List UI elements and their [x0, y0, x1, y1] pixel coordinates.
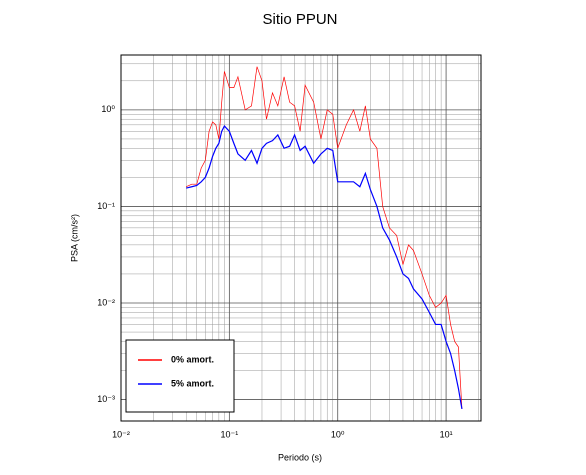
x-tick-label: 10⁻²: [112, 429, 130, 439]
y-tick-label: 10⁰: [101, 104, 115, 114]
x-tick-label: 10¹: [440, 429, 453, 439]
x-tick-label: 10⁻¹: [220, 429, 238, 439]
plot-frame: [120, 54, 482, 422]
x-tick-label: 10⁰: [331, 429, 345, 439]
x-axis-label: Periodo (s): [278, 452, 322, 462]
data-line: [186, 125, 463, 410]
y-tick-label: 10⁻¹: [97, 201, 115, 211]
legend-label: 0% amort.: [171, 354, 214, 364]
y-tick-label: 10⁻²: [97, 297, 115, 307]
data-line: [186, 66, 463, 409]
y-tick-label: 10⁻³: [97, 394, 115, 404]
legend-box: [125, 339, 235, 413]
chart-title: Sitio PPUN: [262, 11, 337, 28]
y-axis-label: PSA (cm/s²): [69, 214, 79, 262]
legend-label: 5% amort.: [171, 378, 214, 388]
